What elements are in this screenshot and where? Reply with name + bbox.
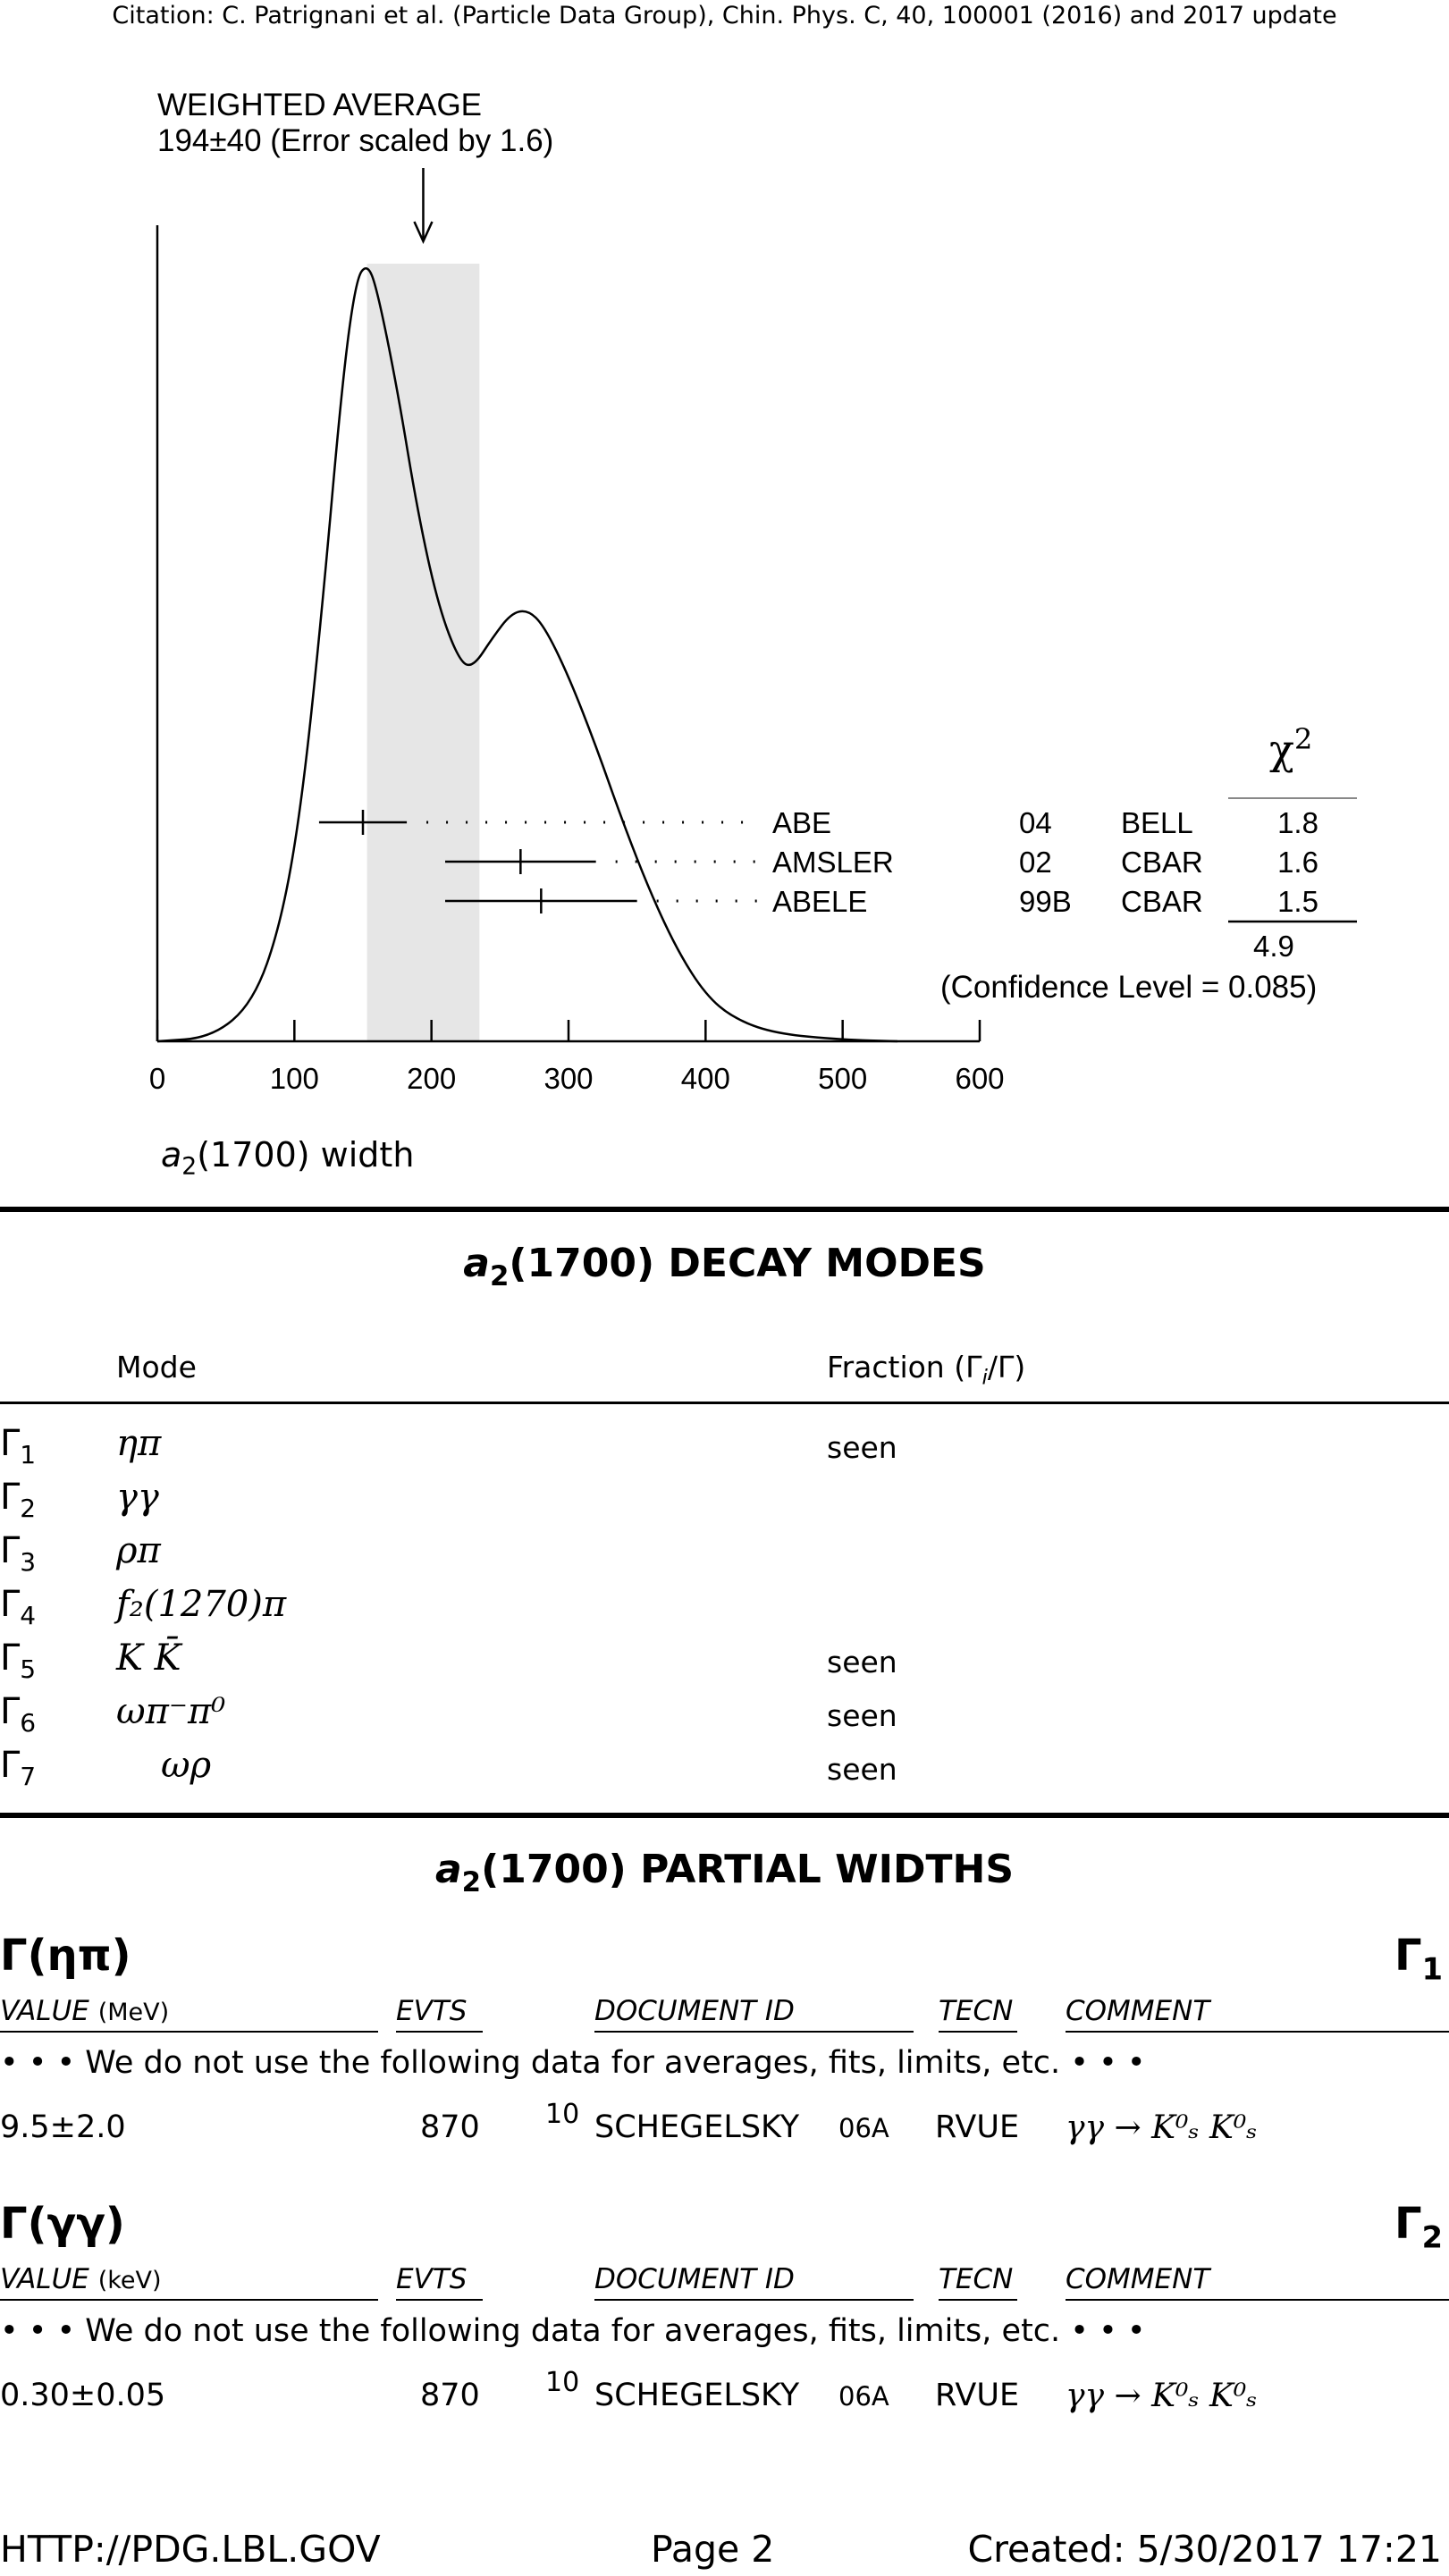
decay-mode: ρπ <box>116 1530 161 1571</box>
weighted-average-value: 194±40 (Error scaled by 1.6) <box>157 123 554 158</box>
row-tecn: RVUE <box>935 2109 1020 2145</box>
x-tick-label: 600 <box>955 1062 1004 1095</box>
weighted-average-band <box>366 264 480 1041</box>
row-value: 0.30±0.05 <box>0 2378 166 2413</box>
citation-line: Citation: C. Patrignani et al. (Particle… <box>112 2 1337 29</box>
decay-gamma-index: Γ7 <box>0 1745 37 1791</box>
decay-gamma-index: Γ6 <box>0 1691 37 1738</box>
divider-mid <box>0 1813 1449 1818</box>
footer-url[interactable]: HTTP://PDG.LBL.GOV <box>0 2528 381 2571</box>
point-year: 99B <box>1019 885 1072 918</box>
x-tick-label: 0 <box>149 1062 165 1095</box>
decay-mode: ωπ⁻π⁰ <box>116 1691 226 1732</box>
col-evts: EVTS <box>396 1995 468 2027</box>
decay-mode: ηπ <box>116 1423 162 1464</box>
point-tecn: CBAR <box>1121 846 1203 879</box>
row-reference-number: 10 <box>545 2099 580 2130</box>
point-chi2: 1.6 <box>1277 846 1318 879</box>
column-underline <box>1066 2299 1449 2301</box>
no-average-note: • • • We do not use the following data f… <box>0 2045 1146 2081</box>
col-mode: Mode <box>116 1350 197 1385</box>
confidence-level: (Confidence Level = 0.085) <box>940 970 1318 1005</box>
column-underline <box>594 2299 914 2301</box>
decay-gamma-index: Γ1 <box>0 1423 37 1469</box>
column-underline <box>594 2031 914 2033</box>
decay-gamma-index: Γ4 <box>0 1584 37 1630</box>
row-document-id: SCHEGELSKY <box>594 2109 800 2145</box>
average-arrow-head <box>413 221 434 245</box>
weighted-average-title: WEIGHTED AVERAGE <box>157 88 483 122</box>
decay-mode: ωρ <box>161 1745 212 1786</box>
col-fraction: Fraction (Γi/Γ) <box>827 1350 1026 1390</box>
decay-modes-title: a2(1700) DECAY MODES <box>463 1241 986 1292</box>
row-document-year: 06A <box>838 2113 889 2143</box>
partial-width-gamma: Γ1 <box>1394 1931 1443 1987</box>
point-author: ABELE <box>772 885 867 918</box>
row-events: 870 <box>420 2109 480 2145</box>
divider-top <box>0 1207 1449 1212</box>
decay-mode: K K̄ <box>116 1637 181 1679</box>
col-value: VALUE (MeV) <box>0 1995 170 2027</box>
column-underline <box>396 2299 483 2301</box>
x-tick-label: 500 <box>818 1062 867 1095</box>
footer-page: Page 2 <box>651 2528 775 2571</box>
column-underline <box>0 2299 378 2301</box>
col-value: VALUE (keV) <box>0 2263 162 2295</box>
ideogram-chart: 0 100 200 300 400 500 600 ABE 04 BELL 1.8 AMSLER 02… <box>149 168 1357 1095</box>
decay-gamma-index: Γ2 <box>0 1477 37 1523</box>
col-evts: EVTS <box>396 2263 468 2295</box>
column-underline <box>396 2031 483 2033</box>
col-tecn: TECN <box>939 2263 1014 2295</box>
chi2-total: 4.9 <box>1253 930 1294 963</box>
x-tick-label: 200 <box>407 1062 456 1095</box>
chi2-header: χ2 <box>1269 722 1313 774</box>
ideogram-curve <box>156 266 898 1043</box>
x-tick-label: 100 <box>270 1062 319 1095</box>
decay-mode: f₂(1270)π <box>116 1584 287 1625</box>
decay-mode: γγ <box>116 1477 159 1518</box>
point-tecn: CBAR <box>1121 885 1203 918</box>
point-author: ABE <box>772 806 831 839</box>
decay-gamma-index: Γ3 <box>0 1530 37 1577</box>
point-chi2: 1.8 <box>1277 806 1318 839</box>
decay-header-rule <box>0 1402 1449 1404</box>
row-tecn: RVUE <box>935 2378 1020 2413</box>
decay-fraction: seen <box>827 1752 897 1787</box>
no-average-note: • • • We do not use the following data f… <box>0 2313 1146 2349</box>
decay-fraction: seen <box>827 1645 897 1679</box>
footer-created: Created: 5/30/2017 17:21 <box>967 2528 1442 2571</box>
partial-width-gamma: Γ2 <box>1394 2199 1443 2255</box>
point-year: 02 <box>1019 846 1052 879</box>
row-document-year: 06A <box>838 2381 889 2412</box>
partial-width-name: Γ(ηπ) <box>0 1931 131 1981</box>
col-comment: COMMENT <box>1066 2263 1210 2295</box>
col-document-id: DOCUMENT ID <box>594 1995 795 2027</box>
row-value: 9.5±2.0 <box>0 2109 126 2145</box>
row-comment: γγ → K⁰ₛ K⁰ₛ <box>1066 2109 1258 2146</box>
point-chi2: 1.5 <box>1277 885 1318 918</box>
point-tecn: BELL <box>1121 806 1193 839</box>
column-underline <box>0 2031 378 2033</box>
row-events: 870 <box>420 2378 480 2413</box>
row-reference-number: 10 <box>545 2367 580 2398</box>
partial-widths-title: a2(1700) PARTIAL WIDTHS <box>434 1847 1015 1898</box>
point-author: AMSLER <box>772 846 894 879</box>
row-document-id: SCHEGELSKY <box>594 2378 800 2413</box>
column-underline <box>1066 2031 1449 2033</box>
decay-fraction: seen <box>827 1698 897 1733</box>
column-underline <box>939 2299 1017 2301</box>
decay-fraction: seen <box>827 1430 897 1465</box>
x-tick-label: 300 <box>543 1062 593 1095</box>
col-comment: COMMENT <box>1066 1995 1210 2027</box>
row-comment: γγ → K⁰ₛ K⁰ₛ <box>1066 2378 1258 2414</box>
x-tick-label: 400 <box>681 1062 730 1095</box>
point-year: 04 <box>1019 806 1052 839</box>
col-tecn: TECN <box>939 1995 1014 2027</box>
x-axis-label: a2(1700) width <box>161 1135 415 1181</box>
col-document-id: DOCUMENT ID <box>594 2263 795 2295</box>
decay-gamma-index: Γ5 <box>0 1637 37 1684</box>
partial-width-name: Γ(γγ) <box>0 2199 125 2249</box>
column-underline <box>939 2031 1017 2033</box>
